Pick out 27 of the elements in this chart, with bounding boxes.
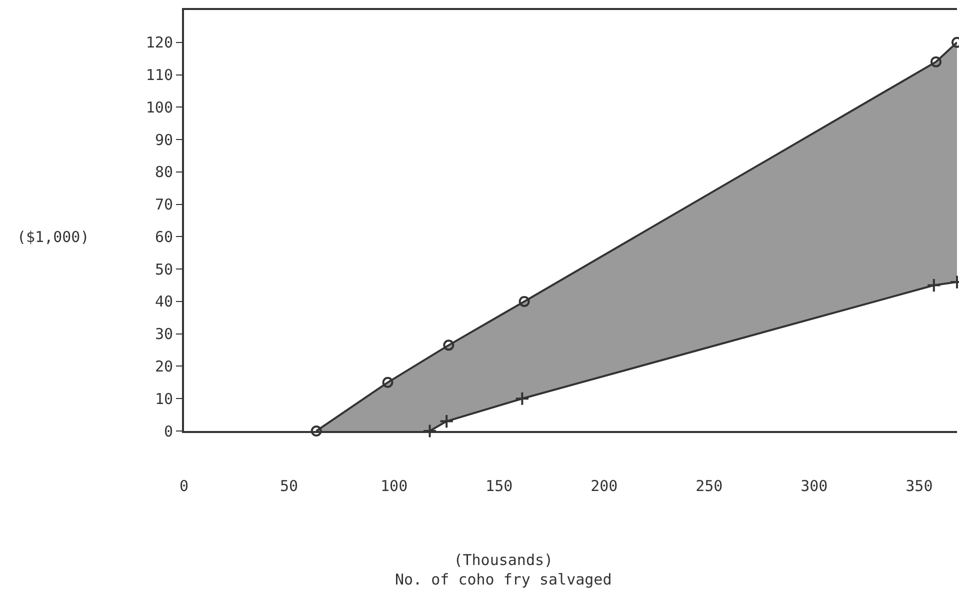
y-tick-label: 90 [154, 130, 173, 149]
point [422, 424, 438, 438]
y-tick-label: 70 [154, 196, 173, 214]
y-tick-label: 30 [154, 325, 173, 344]
y-tick-label: 120 [146, 34, 173, 52]
y-tick-label: 50 [154, 260, 173, 278]
point [439, 414, 454, 429]
y-tick-label: 80 [154, 163, 173, 182]
x-axis-title: (Thousands) No. of coho fry salvaged [395, 551, 612, 588]
x-tick-label: 200 [590, 477, 618, 495]
point [514, 391, 530, 406]
x-tick-label: 250 [696, 477, 723, 495]
x-tick-label: 100 [380, 477, 408, 495]
x-tick-label: 300 [800, 477, 828, 495]
y-tick-label: 20 [154, 357, 173, 376]
y-tick-label: 60 [154, 228, 173, 246]
x-tick-label: 150 [486, 477, 513, 495]
y-tick-label: 100 [146, 98, 173, 116]
x-tick-label: 350 [906, 477, 933, 495]
point [926, 278, 942, 293]
y-tick-label: 10 [154, 390, 173, 408]
x-tick-label: 50 [280, 477, 298, 495]
y-tick-label: 40 [154, 292, 173, 311]
y-tick-label: 0 [164, 422, 173, 440]
x-tick-label: 0 [179, 477, 189, 495]
y-tick-label: 110 [146, 66, 173, 84]
y-axis-title: ($1,000) [17, 228, 90, 246]
